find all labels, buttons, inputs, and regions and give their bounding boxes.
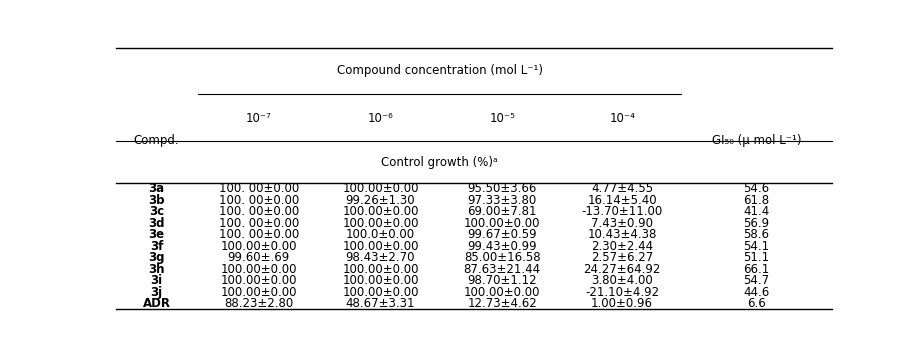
Text: 10.43±4.38: 10.43±4.38 — [588, 228, 657, 241]
Text: 66.1: 66.1 — [743, 263, 770, 276]
Text: 100.00±0.00: 100.00±0.00 — [221, 263, 297, 276]
Text: 99.43±0.99: 99.43±0.99 — [468, 240, 537, 253]
Text: 88.23±2.80: 88.23±2.80 — [225, 297, 293, 310]
Text: 3b: 3b — [149, 194, 164, 207]
Text: Control growth (%)ᵃ: Control growth (%)ᵃ — [382, 156, 498, 169]
Text: 4.77±4.55: 4.77±4.55 — [591, 182, 653, 195]
Text: 24.27±64.92: 24.27±64.92 — [583, 263, 661, 276]
Text: 100. 00±0.00: 100. 00±0.00 — [219, 182, 298, 195]
Text: 100.00±0.00: 100.00±0.00 — [464, 217, 541, 230]
Text: 100.00±0.00: 100.00±0.00 — [342, 205, 419, 218]
Text: 3j: 3j — [151, 285, 163, 298]
Text: 56.9: 56.9 — [743, 217, 770, 230]
Text: -21.10±4.92: -21.10±4.92 — [585, 285, 659, 298]
Text: -13.70±11.00: -13.70±11.00 — [581, 205, 663, 218]
Text: 3d: 3d — [149, 217, 164, 230]
Text: 3i: 3i — [151, 274, 163, 287]
Text: 3g: 3g — [149, 251, 164, 264]
Text: 100.00±0.00: 100.00±0.00 — [342, 217, 419, 230]
Text: 16.14±5.40: 16.14±5.40 — [588, 194, 657, 207]
Text: 100.00±0.00: 100.00±0.00 — [342, 263, 419, 276]
Text: 1.00±0.96: 1.00±0.96 — [591, 297, 653, 310]
Text: 100.00±0.00: 100.00±0.00 — [221, 274, 297, 287]
Text: 10⁻⁵: 10⁻⁵ — [489, 112, 516, 125]
Text: Compd.: Compd. — [134, 134, 179, 146]
Text: 6.6: 6.6 — [747, 297, 766, 310]
Text: 98.43±2.70: 98.43±2.70 — [346, 251, 415, 264]
Text: 69.00±7.81: 69.00±7.81 — [468, 205, 537, 218]
Text: 61.8: 61.8 — [743, 194, 770, 207]
Text: 100.00±0.00: 100.00±0.00 — [342, 285, 419, 298]
Text: 3e: 3e — [149, 228, 164, 241]
Text: 100.00±0.00: 100.00±0.00 — [342, 274, 419, 287]
Text: 2.30±2.44: 2.30±2.44 — [591, 240, 653, 253]
Text: 100.00±0.00: 100.00±0.00 — [342, 240, 419, 253]
Text: 54.7: 54.7 — [743, 274, 770, 287]
Text: 54.6: 54.6 — [743, 182, 770, 195]
Text: 97.33±3.80: 97.33±3.80 — [468, 194, 537, 207]
Text: ADR: ADR — [142, 297, 171, 310]
Text: 48.67±3.31: 48.67±3.31 — [346, 297, 415, 310]
Text: 100.00±0.00: 100.00±0.00 — [342, 182, 419, 195]
Text: GI₅₀ (μ mol L⁻¹): GI₅₀ (μ mol L⁻¹) — [711, 134, 801, 146]
Text: 7.43±0.90: 7.43±0.90 — [591, 217, 653, 230]
Text: 54.1: 54.1 — [743, 240, 770, 253]
Text: 41.4: 41.4 — [743, 205, 770, 218]
Text: 44.6: 44.6 — [743, 285, 770, 298]
Text: 100.00±0.00: 100.00±0.00 — [464, 285, 541, 298]
Text: 100. 00±0.00: 100. 00±0.00 — [219, 194, 298, 207]
Text: 3f: 3f — [150, 240, 164, 253]
Text: 100. 00±0.00: 100. 00±0.00 — [219, 205, 298, 218]
Text: 10⁻⁷: 10⁻⁷ — [246, 112, 272, 125]
Text: 10⁻⁶: 10⁻⁶ — [368, 112, 394, 125]
Text: 85.00±16.58: 85.00±16.58 — [464, 251, 541, 264]
Text: 95.50±3.66: 95.50±3.66 — [468, 182, 537, 195]
Text: 100. 00±0.00: 100. 00±0.00 — [219, 228, 298, 241]
Text: 100.00±0.00: 100.00±0.00 — [221, 240, 297, 253]
Text: 3c: 3c — [149, 205, 164, 218]
Text: Compound concentration (mol L⁻¹): Compound concentration (mol L⁻¹) — [336, 64, 542, 77]
Text: 10⁻⁴: 10⁻⁴ — [609, 112, 635, 125]
Text: 3a: 3a — [149, 182, 164, 195]
Text: 99.67±0.59: 99.67±0.59 — [468, 228, 537, 241]
Text: 100.00±0.00: 100.00±0.00 — [221, 285, 297, 298]
Text: 100.0±0.00: 100.0±0.00 — [346, 228, 415, 241]
Text: 3.80±4.00: 3.80±4.00 — [591, 274, 653, 287]
Text: 100. 00±0.00: 100. 00±0.00 — [219, 217, 298, 230]
Text: 99.60±.69: 99.60±.69 — [227, 251, 290, 264]
Text: 51.1: 51.1 — [743, 251, 770, 264]
Text: 87.63±21.44: 87.63±21.44 — [464, 263, 541, 276]
Text: 98.70±1.12: 98.70±1.12 — [468, 274, 537, 287]
Text: 58.6: 58.6 — [744, 228, 770, 241]
Text: 2.57±6.27: 2.57±6.27 — [591, 251, 653, 264]
Text: 3h: 3h — [149, 263, 164, 276]
Text: 12.73±4.62: 12.73±4.62 — [468, 297, 537, 310]
Text: 99.26±1.30: 99.26±1.30 — [346, 194, 415, 207]
